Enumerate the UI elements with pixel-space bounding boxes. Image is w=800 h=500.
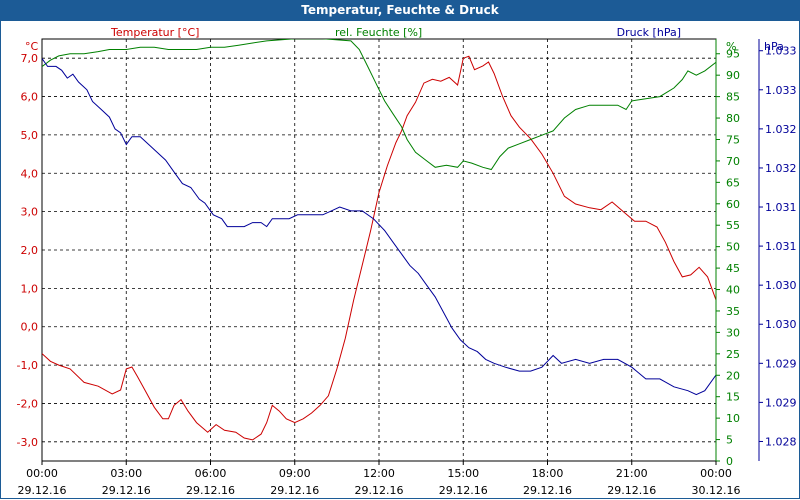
- x-tick-time-label: 09:00: [279, 467, 311, 480]
- temperature-tick-label: 0,0: [21, 321, 39, 334]
- x-tick-time-label: 18:00: [532, 467, 564, 480]
- temperature-tick-label: 4,0: [21, 167, 39, 180]
- temperature-unit-label: °C: [25, 40, 39, 53]
- x-tick-date-label: 29.12.16: [186, 484, 235, 497]
- temperature-tick-label: -2,0: [17, 397, 38, 410]
- pressure-tick-label: 1.028: [765, 435, 797, 448]
- series-layer: [42, 39, 716, 441]
- humidity-tick-label: 55: [726, 219, 740, 232]
- humidity-tick-label: 60: [726, 198, 740, 211]
- humidity-tick-label: 65: [726, 176, 740, 189]
- humidity-tick-label: 70: [726, 155, 740, 168]
- series-line-humidity: [42, 39, 716, 171]
- humidity-tick-label: 5: [726, 434, 733, 447]
- pressure-unit-label: hPa: [764, 40, 784, 53]
- humidity-tick-label: 0: [726, 455, 733, 468]
- humidity-unit-label: %: [726, 40, 736, 53]
- x-tick-date-label: 30.12.16: [692, 484, 741, 497]
- pressure-tick-label: 1.032: [765, 123, 797, 136]
- humidity-tick-label: 40: [726, 284, 740, 297]
- pressure-tick-label: 1.032: [765, 162, 797, 175]
- humidity-tick-label: 20: [726, 369, 740, 382]
- humidity-axis-title: rel. Feuchte [%]: [335, 26, 422, 39]
- humidity-tick-label: 10: [726, 412, 740, 425]
- humidity-tick-label: 45: [726, 262, 740, 275]
- humidity-tick-label: 35: [726, 305, 740, 318]
- temperature-axis-title: Temperatur [°C]: [110, 26, 199, 39]
- humidity-tick-label: 95: [726, 48, 740, 61]
- grid: [42, 39, 716, 461]
- temperature-tick-label: -1,0: [17, 359, 38, 372]
- humidity-tick-label: 80: [726, 112, 740, 125]
- pressure-tick-label: 1.031: [765, 240, 797, 253]
- humidity-tick-label: 15: [726, 391, 740, 404]
- temperature-tick-label: 6,0: [21, 91, 39, 104]
- temperature-tick-label: 5,0: [21, 129, 39, 142]
- humidity-tick-label: 25: [726, 348, 740, 361]
- temperature-tick-label: 3,0: [21, 206, 39, 219]
- temperature-tick-label: 1,0: [21, 282, 39, 295]
- series-line-pressure: [42, 58, 716, 396]
- temperature-tick-label: 7,0: [21, 52, 39, 65]
- x-tick-date-label: 29.12.16: [270, 484, 319, 497]
- x-tick-date-label: 29.12.16: [523, 484, 572, 497]
- temperature-tick-label: -3,0: [17, 436, 38, 449]
- pressure-tick-label: 1.029: [765, 396, 797, 409]
- pressure-tick-label: 1.033: [765, 45, 797, 58]
- series-line-temperature: [42, 55, 716, 441]
- chart-frame: °C Temperatur [°C] rel. Feuchte [%] Druck […: [0, 21, 800, 499]
- humidity-tick-label: 50: [726, 241, 740, 254]
- pressure-tick-label: 1.033: [765, 84, 797, 97]
- temperature-tick-label: 2,0: [21, 244, 39, 257]
- x-tick-time-label: 00:00: [26, 467, 58, 480]
- x-tick-time-label: 03:00: [110, 467, 142, 480]
- humidity-tick-label: 30: [726, 326, 740, 339]
- pressure-tick-label: 1.031: [765, 201, 797, 214]
- axes-layer: °C Temperatur [°C] rel. Feuchte [%] Druck […: [17, 26, 797, 497]
- pressure-tick-label: 1.029: [765, 357, 797, 370]
- humidity-tick-label: 90: [726, 69, 740, 82]
- x-tick-date-label: 29.12.16: [439, 484, 488, 497]
- x-tick-time-label: 00:00: [700, 467, 732, 480]
- line-chart: °C Temperatur [°C] rel. Feuchte [%] Druck […: [17, 26, 797, 497]
- pressure-tick-label: 1.030: [765, 279, 797, 292]
- x-tick-date-label: 29.12.16: [607, 484, 656, 497]
- humidity-tick-label: 85: [726, 91, 740, 104]
- x-tick-date-label: 29.12.16: [102, 484, 151, 497]
- pressure-axis-title: Druck [hPa]: [617, 26, 681, 39]
- x-tick-date-label: 29.12.16: [355, 484, 404, 497]
- x-tick-time-label: 06:00: [195, 467, 227, 480]
- x-tick-time-label: 21:00: [616, 467, 648, 480]
- x-tick-time-label: 15:00: [447, 467, 479, 480]
- humidity-tick-label: 75: [726, 133, 740, 146]
- pressure-tick-label: 1.030: [765, 318, 797, 331]
- x-tick-date-label: 29.12.16: [18, 484, 67, 497]
- window-title: Temperatur, Feuchte & Druck: [0, 0, 800, 21]
- x-tick-time-label: 12:00: [363, 467, 395, 480]
